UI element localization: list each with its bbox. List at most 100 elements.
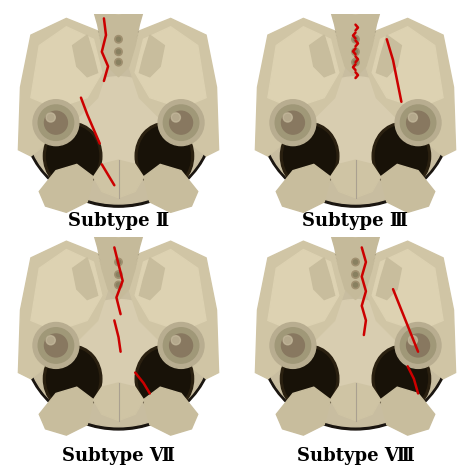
- Polygon shape: [31, 249, 102, 331]
- Circle shape: [354, 37, 357, 41]
- Circle shape: [45, 334, 67, 357]
- Circle shape: [354, 60, 357, 64]
- Circle shape: [352, 271, 359, 278]
- Circle shape: [352, 36, 359, 43]
- Circle shape: [170, 334, 192, 357]
- Polygon shape: [276, 387, 330, 435]
- Circle shape: [38, 105, 73, 140]
- Circle shape: [401, 105, 436, 140]
- Polygon shape: [102, 216, 135, 237]
- Circle shape: [407, 334, 429, 357]
- Ellipse shape: [44, 123, 102, 190]
- Polygon shape: [139, 35, 164, 77]
- Ellipse shape: [61, 77, 176, 181]
- Text: Subtype Ⅶ: Subtype Ⅶ: [62, 447, 175, 465]
- Polygon shape: [376, 35, 401, 77]
- Circle shape: [115, 48, 122, 55]
- Polygon shape: [129, 18, 219, 156]
- Circle shape: [115, 36, 122, 43]
- Ellipse shape: [375, 126, 428, 186]
- Polygon shape: [73, 258, 98, 300]
- Polygon shape: [93, 225, 144, 300]
- Circle shape: [352, 258, 359, 266]
- Circle shape: [158, 322, 204, 368]
- Circle shape: [275, 105, 310, 140]
- Polygon shape: [372, 249, 443, 331]
- Text: Subtype Ⅲ: Subtype Ⅲ: [302, 212, 409, 230]
- Circle shape: [401, 328, 436, 363]
- Polygon shape: [144, 164, 198, 212]
- Circle shape: [352, 281, 359, 289]
- Circle shape: [352, 48, 359, 55]
- Ellipse shape: [61, 300, 176, 404]
- Ellipse shape: [375, 348, 428, 409]
- Circle shape: [117, 50, 120, 54]
- Ellipse shape: [298, 77, 413, 181]
- Polygon shape: [310, 35, 335, 77]
- Ellipse shape: [372, 123, 430, 190]
- Circle shape: [164, 105, 199, 140]
- Polygon shape: [31, 27, 102, 108]
- Polygon shape: [268, 27, 339, 108]
- Polygon shape: [18, 241, 108, 379]
- Polygon shape: [39, 164, 93, 212]
- Circle shape: [283, 336, 292, 345]
- Ellipse shape: [138, 126, 191, 186]
- Ellipse shape: [283, 126, 336, 186]
- Circle shape: [283, 113, 292, 122]
- Polygon shape: [39, 387, 93, 435]
- Circle shape: [407, 111, 429, 134]
- Circle shape: [46, 113, 55, 122]
- Circle shape: [395, 322, 441, 368]
- Ellipse shape: [46, 126, 99, 186]
- Polygon shape: [129, 241, 219, 379]
- Ellipse shape: [298, 300, 413, 404]
- Polygon shape: [376, 258, 401, 300]
- Polygon shape: [135, 27, 206, 108]
- Circle shape: [408, 113, 418, 122]
- Circle shape: [282, 334, 304, 357]
- Circle shape: [408, 336, 418, 345]
- Circle shape: [115, 58, 122, 66]
- Circle shape: [354, 273, 357, 277]
- Polygon shape: [268, 249, 339, 331]
- Circle shape: [115, 258, 122, 266]
- Circle shape: [115, 281, 122, 289]
- Polygon shape: [93, 160, 144, 198]
- Ellipse shape: [46, 348, 99, 409]
- Polygon shape: [18, 18, 108, 156]
- Circle shape: [117, 260, 120, 264]
- Polygon shape: [366, 18, 456, 156]
- Circle shape: [270, 100, 316, 146]
- Polygon shape: [330, 383, 381, 420]
- Circle shape: [171, 336, 181, 345]
- Polygon shape: [381, 164, 435, 212]
- Ellipse shape: [135, 123, 193, 190]
- Circle shape: [282, 111, 304, 134]
- Polygon shape: [330, 225, 381, 300]
- Polygon shape: [102, 0, 135, 14]
- Ellipse shape: [23, 30, 214, 207]
- Circle shape: [117, 37, 120, 41]
- Text: Subtype Ⅱ: Subtype Ⅱ: [68, 212, 169, 230]
- Polygon shape: [339, 0, 372, 14]
- Polygon shape: [330, 2, 381, 77]
- Circle shape: [33, 322, 79, 368]
- Polygon shape: [366, 241, 456, 379]
- Ellipse shape: [135, 346, 193, 412]
- Circle shape: [45, 111, 67, 134]
- Circle shape: [270, 322, 316, 368]
- Circle shape: [170, 111, 192, 134]
- Circle shape: [354, 50, 357, 54]
- Polygon shape: [135, 249, 206, 331]
- Circle shape: [171, 113, 181, 122]
- Ellipse shape: [138, 348, 191, 409]
- Polygon shape: [73, 35, 98, 77]
- Ellipse shape: [372, 346, 430, 412]
- Polygon shape: [255, 241, 345, 379]
- Polygon shape: [381, 387, 435, 435]
- Circle shape: [115, 271, 122, 278]
- Ellipse shape: [27, 264, 210, 427]
- Circle shape: [38, 328, 73, 363]
- Circle shape: [164, 328, 199, 363]
